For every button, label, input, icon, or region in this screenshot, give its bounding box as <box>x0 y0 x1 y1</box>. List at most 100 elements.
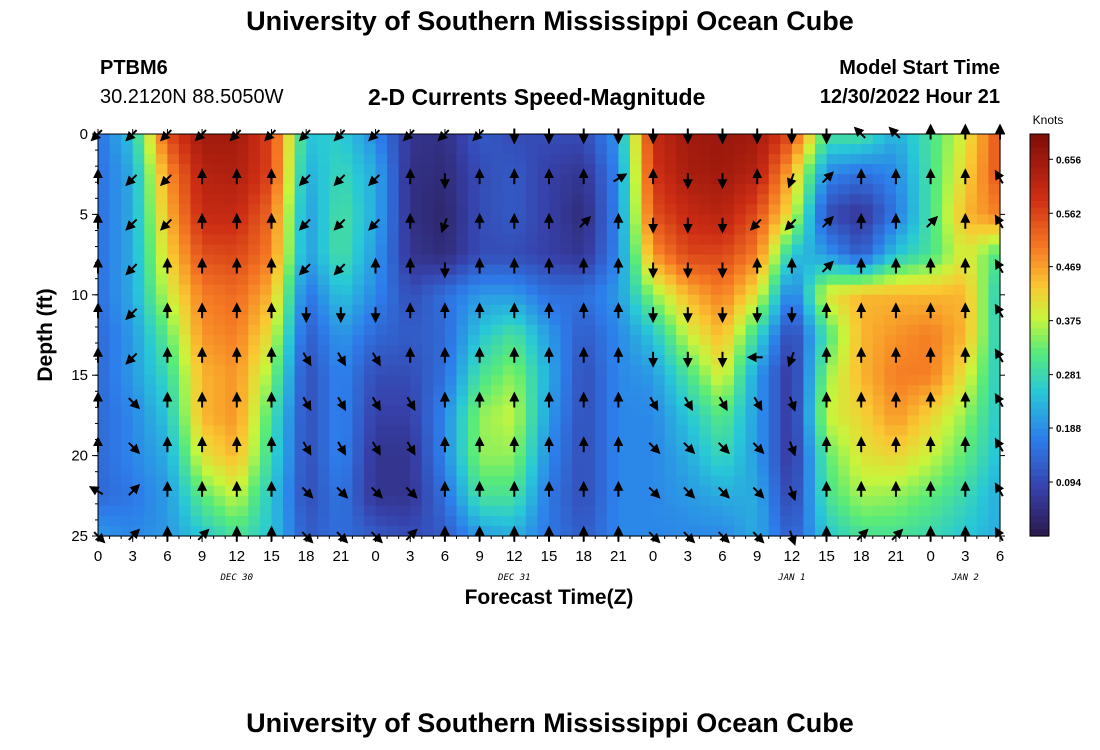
heat-cell <box>595 204 608 215</box>
heat-cell <box>155 425 168 437</box>
heat-cell <box>757 234 770 246</box>
heat-cell <box>560 415 573 427</box>
heat-cell <box>491 405 504 416</box>
heat-cell <box>734 475 747 487</box>
heat-cell <box>572 345 585 356</box>
heat-cell <box>606 345 619 356</box>
heat-cell <box>583 335 596 346</box>
heat-cell <box>618 435 631 447</box>
heat-cell <box>178 154 192 165</box>
heat-cell <box>641 144 654 155</box>
heat-cell <box>479 435 492 447</box>
heat-cell <box>768 365 781 376</box>
heat-cell <box>976 365 990 376</box>
heat-cell <box>953 164 966 175</box>
heat-cell <box>722 244 735 256</box>
heat-cell <box>826 425 839 437</box>
heat-cell <box>595 194 608 205</box>
heat-cell <box>768 304 781 316</box>
heat-cell <box>283 264 296 276</box>
heat-cell <box>549 495 562 507</box>
heat-cell <box>525 174 539 185</box>
heat-cell <box>248 194 261 205</box>
heat-cell <box>560 144 573 155</box>
heat-cell <box>317 525 330 537</box>
heat-cell <box>398 154 411 165</box>
heat-cell <box>653 284 666 296</box>
heat-cell <box>606 244 619 256</box>
heat-cell <box>178 324 192 336</box>
heat-cell <box>699 134 712 145</box>
heat-cell <box>710 505 724 517</box>
heat-cell <box>722 134 735 145</box>
heat-cell <box>387 224 400 236</box>
heat-cell <box>664 164 677 175</box>
heat-cell <box>676 375 689 386</box>
heat-cell <box>942 304 955 316</box>
heat-cell <box>872 475 885 487</box>
heat-cell <box>271 294 284 306</box>
heat-cell <box>514 465 527 477</box>
heat-cell <box>225 355 238 366</box>
heat-cell <box>919 475 932 487</box>
heat-cell <box>814 264 828 276</box>
heat-cell <box>352 224 365 236</box>
heat-cell <box>676 284 689 296</box>
heat-cell <box>537 134 550 145</box>
heat-cell <box>895 144 909 155</box>
heat-cell <box>502 495 515 507</box>
heat-cell <box>236 525 249 537</box>
heat-cell <box>456 254 469 266</box>
heat-cell <box>514 335 527 346</box>
heat-cell <box>872 134 885 145</box>
heat-cell <box>202 425 215 437</box>
heat-cell <box>988 485 1001 497</box>
heat-cell <box>919 405 932 416</box>
heat-cell <box>907 455 920 467</box>
heat-cell <box>976 335 990 346</box>
heat-cell <box>664 435 677 447</box>
heat-cell <box>757 355 770 366</box>
heat-cell <box>745 375 758 386</box>
heat-cell <box>780 425 793 437</box>
heat-cell <box>259 184 273 195</box>
heat-cell <box>768 194 781 205</box>
heat-cell <box>988 284 1001 296</box>
heat-cell <box>965 475 978 487</box>
heat-cell <box>930 164 943 175</box>
heat-cell <box>826 214 839 226</box>
heat-cell <box>525 425 539 437</box>
heat-cell <box>595 274 608 286</box>
heat-cell <box>525 415 539 427</box>
heat-cell <box>468 405 481 416</box>
heat-cell <box>734 515 747 527</box>
heat-cell <box>248 314 261 326</box>
heat-cell <box>687 365 700 376</box>
heat-cell <box>421 345 434 356</box>
heat-cell <box>468 375 481 386</box>
heat-cell <box>306 465 319 477</box>
heat-cell <box>329 425 342 437</box>
heat-cell <box>710 294 724 306</box>
heat-cell <box>676 314 689 326</box>
heat-cell <box>167 254 180 266</box>
heat-cell <box>167 294 180 306</box>
heat-cell <box>560 485 573 497</box>
heat-cell <box>930 274 943 286</box>
heat-cell <box>398 144 411 155</box>
heat-cell <box>710 144 724 155</box>
heat-cell <box>595 435 608 447</box>
heat-cell <box>306 214 319 226</box>
heat-cell <box>826 385 839 396</box>
heat-cell <box>849 284 862 296</box>
heat-cell <box>722 284 735 296</box>
current-arrow <box>333 218 346 231</box>
heat-cell <box>710 415 724 427</box>
heat-cell <box>930 455 943 467</box>
heat-cell <box>317 425 330 437</box>
heat-cell <box>387 525 400 537</box>
heat-cell <box>768 375 781 386</box>
heat-cell <box>294 224 307 236</box>
heat-cell <box>248 465 261 477</box>
heat-cell <box>549 435 562 447</box>
